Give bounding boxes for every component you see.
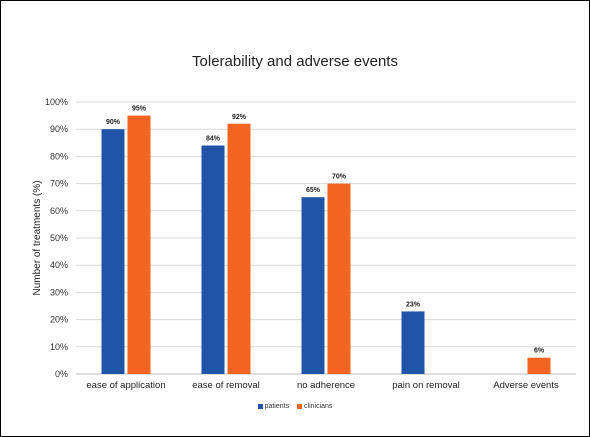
bar-clinicians bbox=[127, 115, 151, 374]
y-tick-label: 90% bbox=[50, 124, 68, 134]
data-label-patients: 23% bbox=[406, 301, 421, 308]
data-label-patients: 84% bbox=[206, 136, 221, 143]
y-tick-label: 50% bbox=[50, 233, 68, 243]
chart-legend: patients clinicians bbox=[0, 403, 590, 411]
y-axis-title: Number of treatments (%) bbox=[32, 180, 43, 295]
data-label-clinicians: 92% bbox=[232, 114, 247, 121]
bar-patients bbox=[401, 311, 425, 374]
x-category-label: pain on removal bbox=[392, 380, 460, 391]
data-label-clinicians: 95% bbox=[132, 106, 147, 113]
data-label-patients: 90% bbox=[106, 119, 121, 126]
chart-title: Tolerability and adverse events bbox=[192, 53, 398, 70]
legend-item-patients: patients bbox=[257, 403, 290, 410]
bar-clinicians bbox=[527, 357, 551, 374]
x-category-label: ease of removal bbox=[192, 380, 260, 391]
legend-swatch-clinicians bbox=[297, 404, 303, 409]
bar-patients bbox=[201, 145, 225, 374]
legend-item-clinicians: clinicians bbox=[297, 403, 332, 410]
y-tick-label: 10% bbox=[50, 342, 68, 352]
data-label-clinicians: 70% bbox=[332, 174, 347, 181]
legend-swatch-patients bbox=[257, 404, 263, 409]
legend-label-patients: patients bbox=[264, 403, 290, 410]
y-tick-label: 40% bbox=[50, 260, 68, 270]
bar-patients bbox=[101, 129, 125, 374]
bar-patients bbox=[301, 197, 325, 374]
bar-clinicians bbox=[227, 123, 251, 374]
y-tick-label: 60% bbox=[50, 206, 68, 216]
x-category-label: no adherence bbox=[297, 380, 355, 391]
y-tick-label: 80% bbox=[50, 151, 68, 161]
data-label-clinicians: 6% bbox=[534, 348, 545, 355]
x-category-label: Adverse events bbox=[493, 380, 559, 391]
data-label-patients: 65% bbox=[306, 187, 321, 194]
legend-label-clinicians: clinicians bbox=[304, 403, 333, 410]
y-tick-label: 30% bbox=[50, 287, 68, 297]
bar-clinicians bbox=[327, 183, 351, 374]
y-tick-label: 20% bbox=[50, 315, 68, 325]
y-tick-label: 70% bbox=[50, 179, 68, 189]
x-category-label: ease of application bbox=[86, 380, 165, 391]
y-tick-label: 100% bbox=[45, 97, 68, 107]
y-tick-label: 0% bbox=[55, 369, 68, 379]
